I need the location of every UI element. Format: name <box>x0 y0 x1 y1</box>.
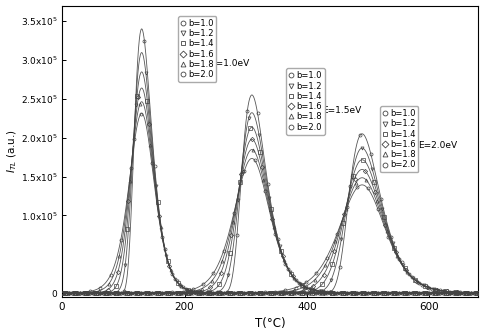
Y-axis label: $I_{TL}$ (a.u.): $I_{TL}$ (a.u.) <box>5 129 19 173</box>
Text: E=1.5eV: E=1.5eV <box>322 106 362 115</box>
Text: E=2.0eV: E=2.0eV <box>418 141 457 150</box>
Legend: b=1.0, b=1.2, b=1.4, b=1.6, b=1.8, b=2.0: b=1.0, b=1.2, b=1.4, b=1.6, b=1.8, b=2.0 <box>380 106 418 172</box>
X-axis label: T(°C): T(°C) <box>255 318 286 330</box>
Text: E=1.0eV: E=1.0eV <box>210 59 249 68</box>
